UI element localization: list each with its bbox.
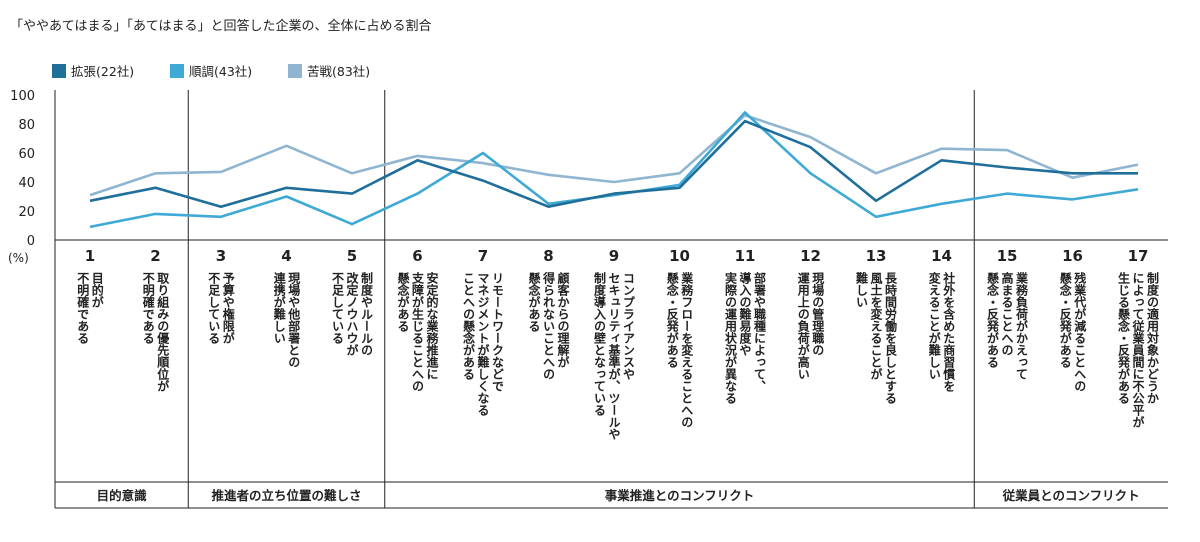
category-description: 懸念・反発がある bbox=[665, 271, 679, 368]
x-tick-label: 10 bbox=[669, 247, 690, 265]
series-line-3 bbox=[89, 114, 1139, 197]
series-lines bbox=[89, 111, 1139, 229]
x-tick-label: 12 bbox=[800, 247, 821, 265]
group-label-2: 推進者の立ち位置の難しさ bbox=[211, 488, 361, 503]
category-description: 業務負荷がかえって bbox=[1015, 271, 1029, 380]
group-label-3: 事業推進とのコンフリクト bbox=[605, 488, 755, 503]
category-description: 残業代が減ることへの bbox=[1073, 271, 1087, 392]
x-tick-label: 8 bbox=[543, 247, 553, 265]
category-description: 改定ノウハウが bbox=[345, 271, 359, 356]
category-description: 風土を変えることが bbox=[869, 272, 883, 380]
legend-label-1: 拡張(22社) bbox=[71, 64, 134, 79]
x-tick-label: 9 bbox=[609, 247, 619, 265]
category-description: 制度やルールの bbox=[360, 271, 374, 356]
category-description: 予算や権限が bbox=[221, 272, 235, 344]
category-description: マネジメントが難しくなる bbox=[476, 272, 490, 416]
axes: 0 20 40 60 80 100 (%) bbox=[8, 89, 1168, 509]
y-tick-label: 20 bbox=[18, 205, 35, 220]
category-description: 難しい bbox=[855, 271, 869, 308]
category-description: 制度導入の壁となっている bbox=[593, 271, 607, 416]
category-description: 生じる懸念・反発がある bbox=[1117, 271, 1131, 404]
y-tick-label: 40 bbox=[18, 176, 35, 191]
series-line-1 bbox=[89, 119, 1138, 208]
category-description: 懸念・反発がある bbox=[1058, 271, 1072, 368]
category-description: 懸念がある bbox=[396, 271, 410, 332]
category-description: 導入の難易度や bbox=[738, 271, 752, 356]
category-description: 変えることが難しい bbox=[927, 271, 941, 380]
x-tick-label: 2 bbox=[150, 247, 160, 265]
series-line-2 bbox=[89, 111, 1139, 229]
x-tick-label: 1 bbox=[85, 247, 95, 265]
category-description: 現場や他部署との bbox=[287, 272, 301, 368]
category-description: コンプライアンスや bbox=[622, 272, 636, 380]
x-tick-label: 15 bbox=[997, 247, 1018, 265]
category-description: セキュリティ基準が、ツールや bbox=[607, 272, 621, 440]
category-description: リモートワークなどで bbox=[491, 272, 505, 392]
category-description: 取り組みの優先順位が bbox=[156, 272, 170, 392]
legend-label-2: 順調(43社) bbox=[189, 64, 252, 79]
category-description: 実際の運用状況が異なる bbox=[724, 271, 738, 404]
x-tick-label: 4 bbox=[281, 247, 291, 265]
category-description: 懸念・反発がある bbox=[986, 271, 1000, 368]
x-tick-label: 3 bbox=[216, 247, 226, 265]
category-description: 現場の管理職の bbox=[811, 272, 825, 356]
y-tick-label: 100 bbox=[10, 89, 35, 104]
category-description: 不明確である bbox=[141, 272, 155, 344]
category-description: 顧客からの理解が bbox=[556, 271, 570, 368]
x-tick-label: 17 bbox=[1128, 247, 1149, 265]
category-description: 不足している bbox=[207, 272, 221, 344]
category-description: 高まることへの bbox=[1000, 271, 1014, 356]
category-description: によって従業員間に不公平が bbox=[1131, 272, 1145, 428]
y-unit-label: (%) bbox=[8, 251, 29, 265]
x-tick-label: 5 bbox=[347, 247, 357, 265]
category-description: 運用上の負荷が高い bbox=[796, 272, 810, 380]
x-tick-label: 13 bbox=[866, 247, 887, 265]
y-tick-label: 80 bbox=[18, 118, 35, 133]
legend-swatch-2 bbox=[170, 64, 184, 78]
category-description: 得られないことへの bbox=[542, 271, 556, 380]
category-description: 業務フローを変えることへの bbox=[680, 271, 694, 428]
x-tick-label: 6 bbox=[412, 247, 422, 265]
chart-title: 「ややあてはまる」「あてはまる」と回答した企業の、全体に占める割合 bbox=[10, 18, 431, 34]
category-description: 部署や職種によって、 bbox=[753, 271, 767, 392]
category-description: 安定的な業務推進に bbox=[425, 271, 439, 380]
legend-label-3: 苦戦(83社) bbox=[307, 64, 370, 79]
category-labels: 1目的が不明確である2取り組みの優先順位が不明確である3予算や権限が不足している… bbox=[76, 247, 1160, 440]
category-description: 長時間労働を良しとする bbox=[884, 271, 898, 404]
y-tick-label: 0 bbox=[27, 234, 35, 249]
category-description: 社外を含めた商習慣を bbox=[942, 271, 956, 392]
x-tick-label: 11 bbox=[735, 247, 756, 265]
group-labels: 目的意識 推進者の立ち位置の難しさ 事業推進とのコンフリクト 従業員とのコンフリクト bbox=[97, 488, 1140, 503]
x-tick-label: 7 bbox=[478, 247, 488, 265]
category-description: 不足している bbox=[331, 272, 345, 344]
legend-swatch-3 bbox=[288, 64, 302, 78]
category-description: 不明確である bbox=[76, 272, 90, 344]
category-description: ことへの懸念がある bbox=[462, 272, 476, 380]
y-tick-label: 60 bbox=[18, 147, 35, 162]
category-description: 支障が生じることへの bbox=[411, 271, 425, 392]
group-label-4: 従業員とのコンフリクト bbox=[1002, 488, 1140, 503]
x-tick-label: 16 bbox=[1062, 247, 1083, 265]
legend: 拡張(22社) 順調(43社) 苦戦(83社) bbox=[52, 64, 370, 79]
x-tick-label: 14 bbox=[931, 247, 952, 265]
category-description: 目的が bbox=[90, 272, 104, 308]
category-description: 懸念がある bbox=[527, 271, 541, 332]
legend-swatch-1 bbox=[52, 64, 66, 78]
group-label-1: 目的意識 bbox=[97, 488, 148, 503]
category-description: 連携が難しい bbox=[272, 271, 286, 344]
category-description: 制度の適用対象かどうか bbox=[1146, 271, 1160, 404]
